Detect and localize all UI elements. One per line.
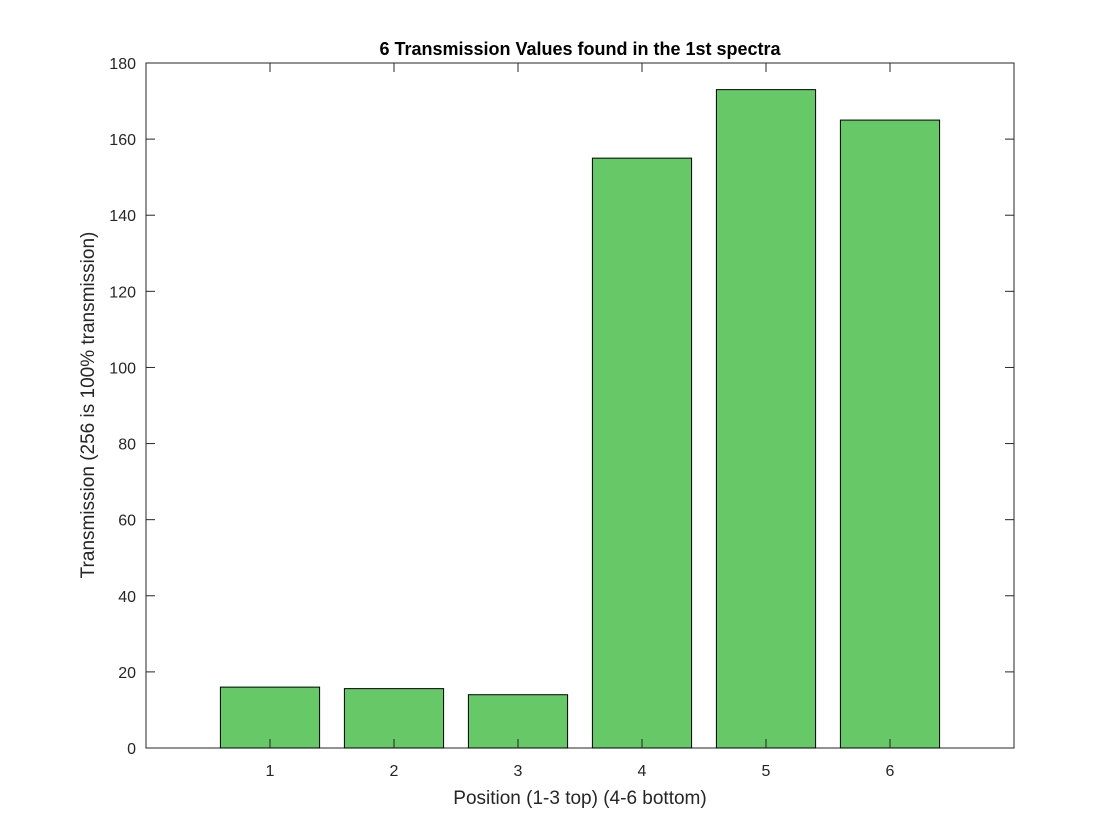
x-tick-label: 2 (390, 763, 399, 780)
bar-5 (715, 89, 817, 749)
y-tick-label: 120 (109, 284, 136, 301)
x-axis-ticks: 1 2 3 4 5 6 (266, 63, 895, 780)
chart-title: 6 Transmission Values found in the 1st s… (379, 39, 781, 59)
bar-4 (591, 157, 693, 749)
plot-area: 0 20 40 60 80 100 120 140 160 180 1 2 3 4 5 6 (109, 56, 1015, 780)
y-tick-label: 140 (109, 208, 136, 225)
x-tick-label: 1 (266, 763, 275, 780)
x-axis-label: Position (1-3 top) (4-6 bottom) (453, 788, 706, 809)
y-tick-label: 40 (118, 589, 136, 606)
x-tick-label: 5 (762, 763, 771, 780)
bar-2 (343, 688, 445, 749)
bars-group (219, 89, 941, 749)
y-tick-label: 100 (109, 360, 136, 377)
y-axis-ticks: 0 20 40 60 80 100 120 140 160 180 (109, 56, 1014, 758)
y-tick-label: 60 (118, 513, 136, 530)
bar-1 (219, 686, 321, 749)
y-axis-label: Transmission (256 is 100% transmission) (78, 232, 99, 579)
y-tick-label: 80 (118, 437, 136, 454)
x-tick-label: 6 (886, 763, 895, 780)
y-tick-label: 0 (127, 741, 136, 758)
y-tick-label: 180 (109, 56, 136, 73)
x-tick-label: 3 (514, 763, 523, 780)
y-tick-label: 20 (118, 665, 136, 682)
x-tick-label: 4 (638, 763, 647, 780)
bar-6 (839, 119, 941, 749)
y-tick-label: 160 (109, 132, 136, 149)
